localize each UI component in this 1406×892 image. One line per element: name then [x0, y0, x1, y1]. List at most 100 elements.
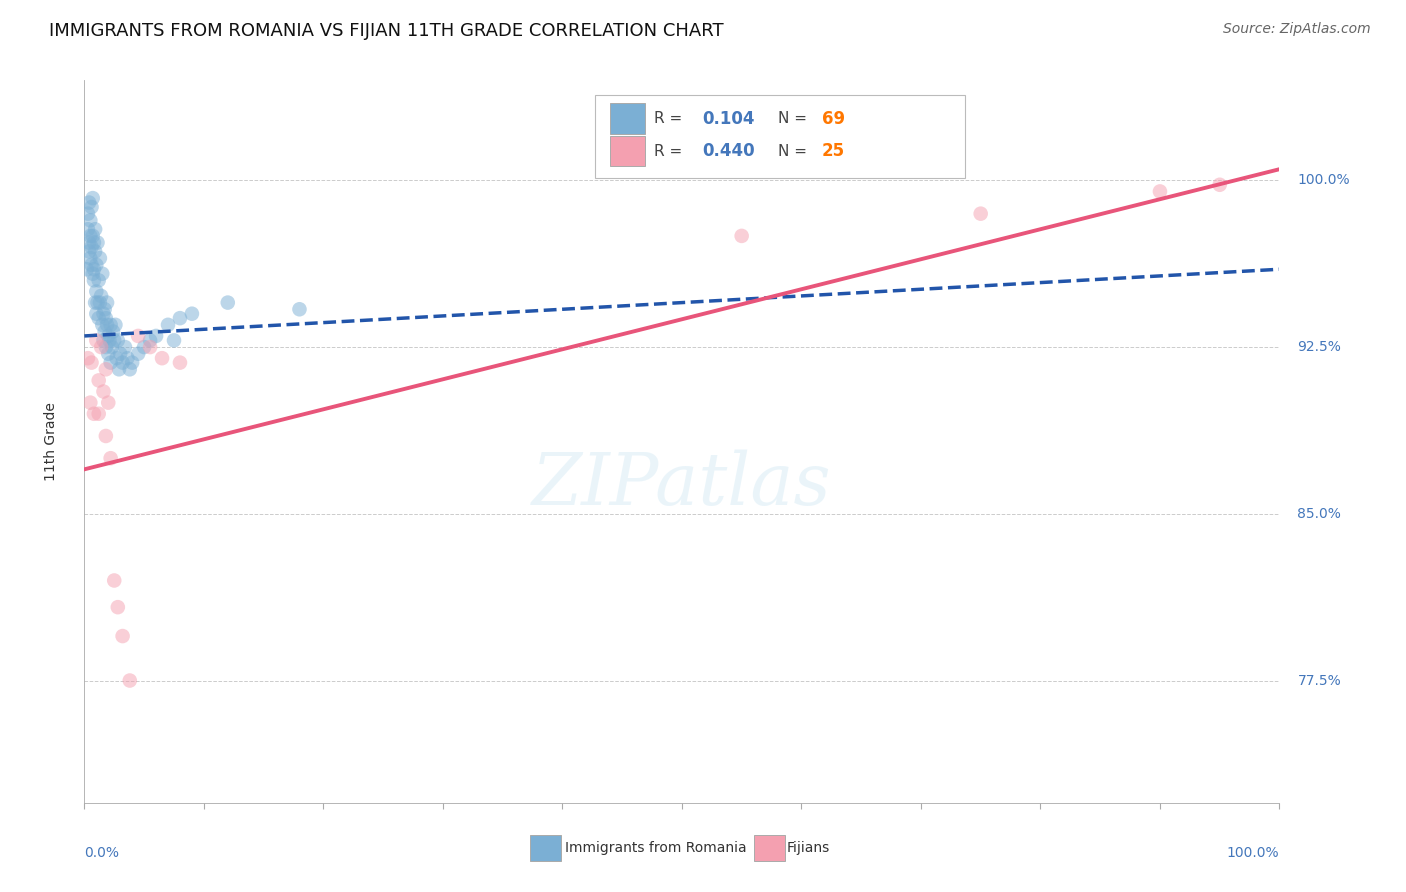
- Point: [82, 228, 104, 243]
- FancyBboxPatch shape: [610, 136, 645, 166]
- Point: [103, 334, 125, 348]
- Text: 0.0%: 0.0%: [84, 847, 120, 860]
- Text: N =: N =: [778, 112, 811, 126]
- Point: [79, 228, 101, 243]
- Text: Source: ZipAtlas.com: Source: ZipAtlas.com: [1223, 22, 1371, 37]
- Text: 11th Grade: 11th Grade: [44, 402, 58, 481]
- Point: [94, 340, 117, 354]
- Point: [83, 235, 105, 250]
- Text: N =: N =: [778, 144, 811, 159]
- Point: [111, 356, 134, 370]
- Point: [169, 356, 191, 370]
- Point: [150, 351, 173, 366]
- Point: [93, 384, 115, 399]
- Point: [97, 395, 120, 409]
- Point: [86, 285, 108, 299]
- Point: [82, 267, 104, 281]
- Point: [100, 451, 122, 466]
- Point: [90, 289, 112, 303]
- Point: [97, 329, 120, 343]
- Text: 0.104: 0.104: [702, 110, 755, 128]
- Point: [93, 307, 115, 321]
- Point: [94, 429, 117, 443]
- Point: [77, 195, 100, 210]
- Point: [1149, 185, 1171, 199]
- Point: [108, 362, 131, 376]
- Point: [83, 262, 105, 277]
- FancyBboxPatch shape: [530, 835, 561, 861]
- Point: [76, 262, 98, 277]
- Point: [77, 207, 100, 221]
- Point: [77, 235, 100, 250]
- Point: [91, 318, 114, 332]
- Text: Immigrants from Romania: Immigrants from Romania: [565, 840, 747, 855]
- Point: [84, 295, 107, 310]
- Point: [97, 347, 120, 361]
- Point: [157, 318, 180, 332]
- Point: [101, 340, 124, 354]
- Point: [82, 191, 104, 205]
- Point: [110, 347, 132, 361]
- Text: Fijians: Fijians: [787, 840, 831, 855]
- Text: 85.0%: 85.0%: [1298, 507, 1341, 521]
- Text: 69: 69: [821, 110, 845, 128]
- Point: [87, 407, 110, 421]
- Text: 100.0%: 100.0%: [1227, 847, 1279, 860]
- Point: [77, 351, 100, 366]
- Text: R =: R =: [654, 112, 688, 126]
- Point: [118, 673, 141, 688]
- FancyBboxPatch shape: [754, 835, 785, 861]
- Point: [86, 307, 108, 321]
- Point: [80, 240, 103, 254]
- Point: [80, 258, 103, 272]
- Point: [139, 340, 162, 354]
- Point: [77, 222, 100, 236]
- Text: ZIPatlas: ZIPatlas: [531, 450, 832, 520]
- Point: [107, 334, 129, 348]
- Text: IMMIGRANTS FROM ROMANIA VS FIJIAN 11TH GRADE CORRELATION CHART: IMMIGRANTS FROM ROMANIA VS FIJIAN 11TH G…: [49, 22, 724, 40]
- Point: [132, 340, 156, 354]
- FancyBboxPatch shape: [595, 95, 965, 178]
- Text: 92.5%: 92.5%: [1298, 340, 1341, 354]
- Point: [87, 311, 110, 326]
- Point: [87, 273, 110, 287]
- Point: [104, 318, 127, 332]
- Point: [970, 207, 993, 221]
- Point: [87, 373, 110, 387]
- Point: [83, 407, 105, 421]
- Text: R =: R =: [654, 144, 688, 159]
- Point: [288, 302, 311, 317]
- Point: [89, 251, 111, 265]
- Point: [90, 340, 112, 354]
- Point: [127, 329, 149, 343]
- Point: [103, 574, 125, 588]
- Point: [181, 307, 204, 321]
- Text: 77.5%: 77.5%: [1298, 673, 1341, 688]
- Point: [1209, 178, 1232, 192]
- Point: [96, 318, 118, 332]
- Point: [107, 600, 129, 615]
- Point: [163, 334, 186, 348]
- Point: [217, 295, 239, 310]
- Point: [91, 267, 114, 281]
- Point: [117, 351, 139, 366]
- Point: [77, 244, 100, 259]
- Point: [121, 356, 143, 370]
- Point: [111, 629, 134, 643]
- Text: 0.440: 0.440: [702, 142, 755, 160]
- Point: [79, 251, 101, 265]
- Point: [96, 295, 118, 310]
- Point: [114, 340, 136, 354]
- Text: 100.0%: 100.0%: [1298, 173, 1350, 187]
- Point: [101, 325, 124, 339]
- Point: [127, 347, 149, 361]
- Point: [86, 295, 108, 310]
- Point: [731, 228, 754, 243]
- Point: [80, 356, 103, 370]
- Point: [83, 273, 105, 287]
- Point: [86, 235, 108, 250]
- Point: [98, 334, 121, 348]
- Point: [84, 222, 107, 236]
- Point: [145, 329, 167, 343]
- Point: [100, 318, 122, 332]
